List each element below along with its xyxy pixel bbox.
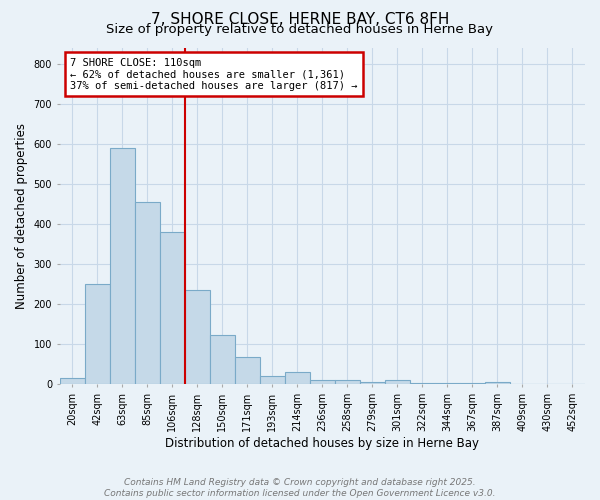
Bar xyxy=(410,383,435,384)
Bar xyxy=(460,383,485,384)
Bar xyxy=(310,380,335,384)
Bar xyxy=(260,376,285,384)
Bar xyxy=(59,378,85,384)
Text: 7 SHORE CLOSE: 110sqm
← 62% of detached houses are smaller (1,361)
37% of semi-d: 7 SHORE CLOSE: 110sqm ← 62% of detached … xyxy=(70,58,358,91)
Text: Size of property relative to detached houses in Herne Bay: Size of property relative to detached ho… xyxy=(107,22,493,36)
X-axis label: Distribution of detached houses by size in Herne Bay: Distribution of detached houses by size … xyxy=(166,437,479,450)
Bar xyxy=(110,148,135,384)
Bar xyxy=(335,380,360,384)
Bar xyxy=(360,382,385,384)
Y-axis label: Number of detached properties: Number of detached properties xyxy=(15,123,28,309)
Bar xyxy=(235,357,260,384)
Bar xyxy=(385,380,410,384)
Bar xyxy=(435,383,460,384)
Bar xyxy=(85,284,110,384)
Text: 7, SHORE CLOSE, HERNE BAY, CT6 8FH: 7, SHORE CLOSE, HERNE BAY, CT6 8FH xyxy=(151,12,449,28)
Bar xyxy=(160,232,185,384)
Bar xyxy=(210,336,235,384)
Text: Contains HM Land Registry data © Crown copyright and database right 2025.
Contai: Contains HM Land Registry data © Crown c… xyxy=(104,478,496,498)
Bar xyxy=(285,372,310,384)
Bar xyxy=(485,382,510,384)
Bar xyxy=(135,202,160,384)
Bar xyxy=(185,290,210,384)
